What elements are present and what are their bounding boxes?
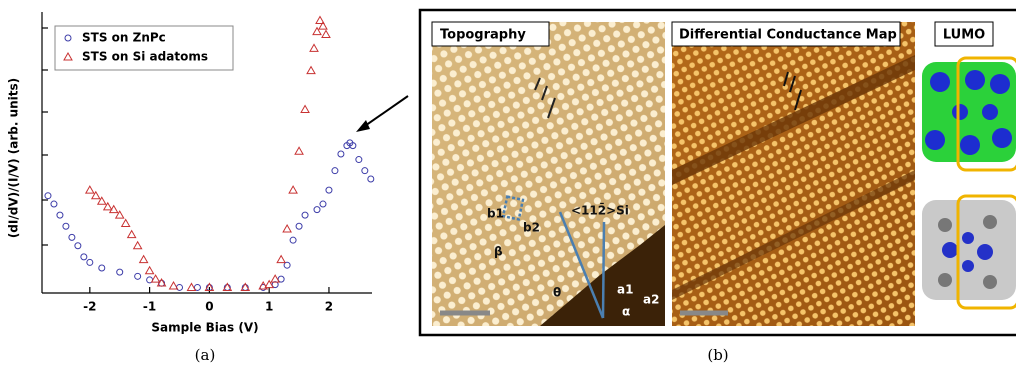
point [117, 269, 123, 275]
legend-label: STS on ZnPc [82, 31, 166, 45]
x-tick-label: 0 [205, 300, 213, 314]
x-tick-label: -1 [143, 300, 156, 314]
point [338, 151, 344, 157]
point [146, 267, 154, 274]
point [356, 157, 362, 163]
point [322, 30, 330, 37]
point [368, 176, 374, 182]
point [283, 225, 291, 232]
point [301, 106, 309, 113]
annotation: b2 [523, 221, 540, 235]
image-title: LUMO [943, 28, 985, 43]
topography-image [432, 22, 665, 326]
point [99, 265, 105, 271]
annotation: θ [553, 286, 561, 300]
point [135, 273, 141, 279]
point [45, 193, 51, 199]
point [320, 201, 326, 207]
legend-label: STS on Si adatoms [82, 50, 208, 64]
point [87, 259, 93, 265]
annotation: a1 [617, 283, 633, 297]
annotation: α [622, 305, 630, 319]
annotation: a2 [643, 293, 659, 307]
x-tick-label: -2 [83, 300, 96, 314]
x-tick-label: 2 [325, 300, 333, 314]
point [277, 256, 285, 263]
caption: (a) [195, 346, 216, 364]
image-title: Differential Conductance Map [679, 28, 897, 43]
point [307, 67, 315, 74]
point [295, 147, 303, 154]
point [140, 256, 148, 263]
annotation: <112̄>Si [571, 202, 629, 217]
point [290, 237, 296, 243]
y-axis-label: (dI/dV)/(I/V) (arb. units) [7, 78, 21, 238]
arrow [362, 96, 408, 128]
conductance-image [672, 22, 915, 326]
annotation: b1 [487, 207, 504, 221]
point [296, 223, 302, 229]
arrow-head [356, 120, 370, 132]
image-title: Topography [440, 28, 526, 43]
x-axis-label: Sample Bias (V) [151, 321, 258, 335]
caption: (b) [707, 346, 728, 364]
point [81, 254, 87, 260]
point [302, 212, 308, 218]
point [63, 223, 69, 229]
point [51, 201, 57, 207]
point [69, 234, 75, 240]
point [362, 168, 368, 174]
point [310, 44, 318, 51]
annotation: β [494, 245, 503, 259]
point [332, 168, 338, 174]
point [326, 187, 332, 193]
point [134, 242, 142, 249]
figure: Sample Bias (V) (dI/dV)/(I/V) (arb. unit… [0, 0, 1016, 373]
point [75, 243, 81, 249]
point [289, 186, 297, 193]
point [128, 231, 136, 238]
point [122, 220, 130, 227]
point [86, 186, 94, 193]
point [314, 207, 320, 213]
point [57, 212, 63, 218]
x-tick-label: 1 [265, 300, 273, 314]
